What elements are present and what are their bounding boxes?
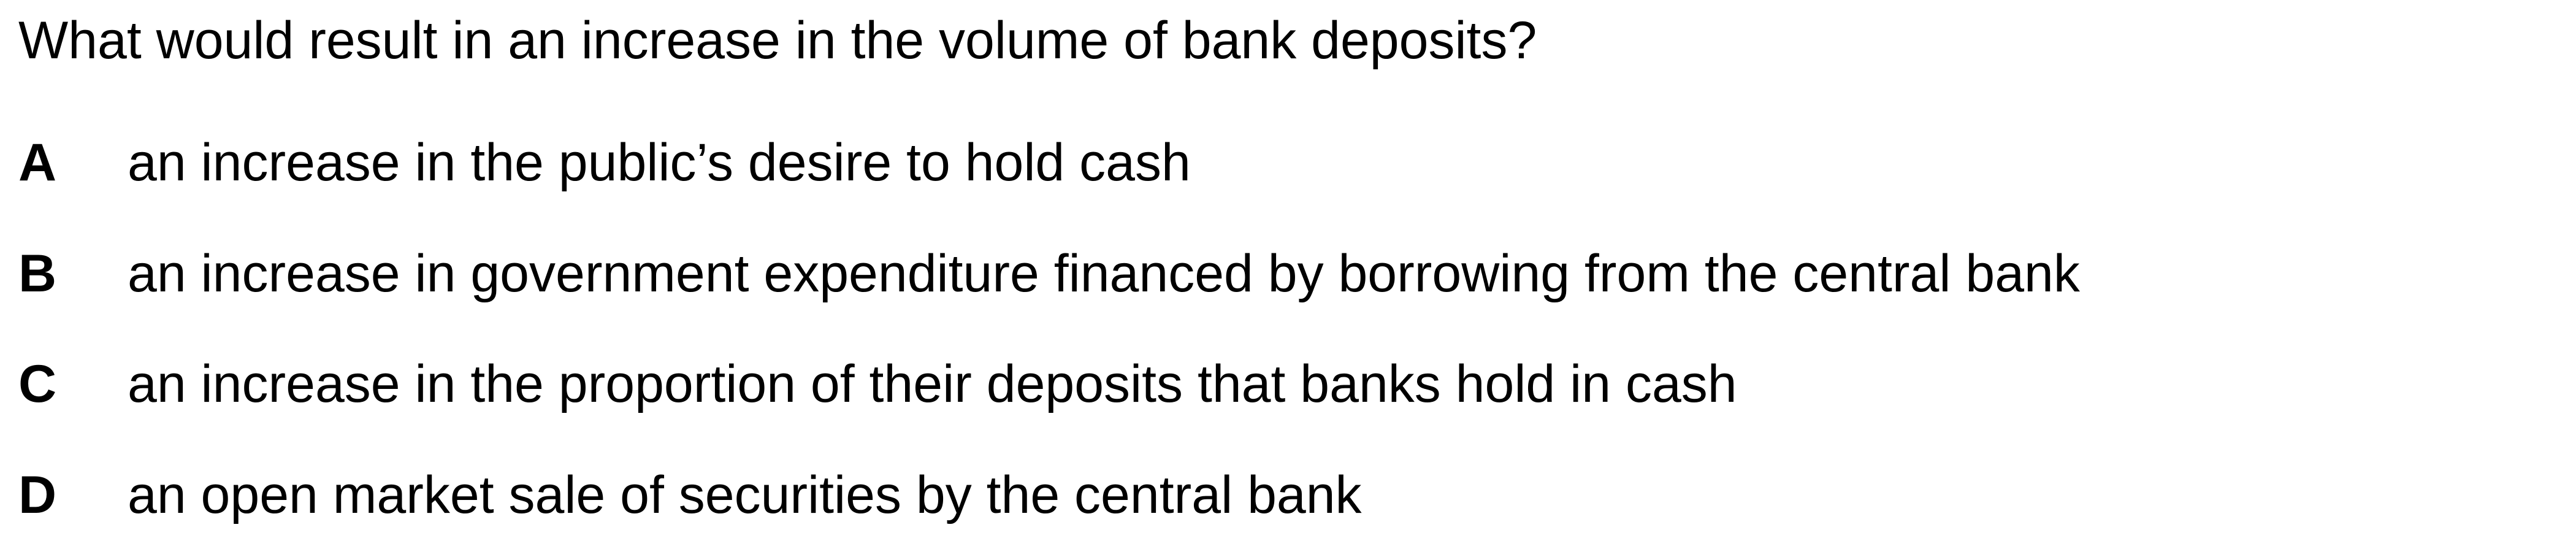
option-d-letter: D bbox=[18, 466, 57, 525]
option-c-text: an increase in the proportion of their d… bbox=[128, 355, 1737, 413]
option-b-text: an increase in government expenditure fi… bbox=[128, 244, 2080, 303]
option-a-letter: A bbox=[18, 133, 57, 192]
option-c-letter: C bbox=[18, 355, 57, 413]
option-a-text: an increase in the public’s desire to ho… bbox=[128, 133, 1191, 192]
option-b-letter: B bbox=[18, 244, 57, 303]
question-text: What would result in an increase in the … bbox=[18, 11, 1537, 70]
option-d-text: an open market sale of securities by the… bbox=[128, 466, 1362, 525]
